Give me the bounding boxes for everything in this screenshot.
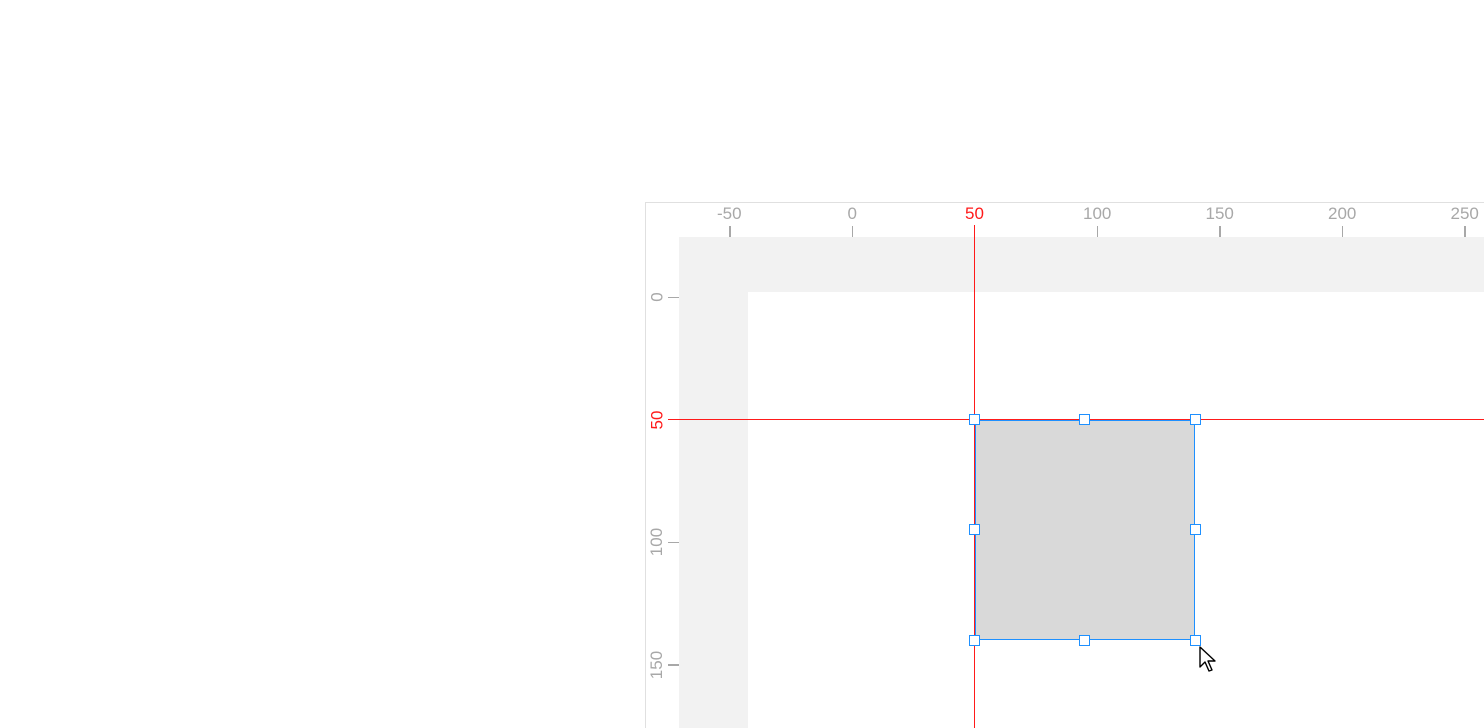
horizontal-ruler-label: 200 — [1328, 204, 1357, 223]
resize-handle-bottom-left[interactable] — [969, 634, 980, 646]
horizontal-ruler-label: -50 — [717, 204, 742, 223]
vertical-ruler-label: 100 — [647, 527, 667, 557]
vertical-ruler-label: 0 — [647, 292, 667, 302]
horizontal-ruler-label: 250 — [1450, 204, 1479, 223]
resize-handle-bottom-center[interactable] — [1079, 634, 1091, 646]
vertical-ruler-label: 50 — [646, 410, 666, 429]
horizontal-ruler-tick — [1341, 226, 1343, 237]
vertical-ruler-tick — [668, 296, 679, 298]
horizontal-ruler-tick — [1219, 226, 1221, 237]
horizontal-ruler-tick — [729, 226, 731, 237]
vertical-ruler-tick — [668, 664, 679, 666]
horizontal-ruler-tick — [1464, 226, 1466, 237]
horizontal-ruler-label: 100 — [1083, 204, 1112, 223]
selected-rectangle[interactable] — [974, 419, 1195, 640]
vertical-ruler-label: 150 — [647, 650, 667, 679]
resize-handle-middle-left[interactable] — [969, 524, 980, 536]
horizontal-ruler[interactable] — [645, 202, 1484, 238]
horizontal-ruler-tick — [1096, 226, 1098, 237]
resize-handle-top-center[interactable] — [1079, 414, 1091, 425]
mouse-cursor-icon — [1199, 646, 1216, 672]
horizontal-ruler-tick — [851, 226, 853, 237]
resize-handle-middle-right[interactable] — [1189, 524, 1201, 536]
horizontal-ruler-label: 150 — [1205, 204, 1234, 223]
vertical-ruler-tick — [668, 541, 679, 543]
horizontal-ruler-label: 0 — [847, 204, 857, 223]
horizontal-ruler-label: 50 — [965, 204, 984, 223]
resize-handle-top-right[interactable] — [1189, 414, 1201, 425]
resize-handle-bottom-right[interactable] — [1189, 634, 1201, 646]
resize-handle-top-left[interactable] — [969, 414, 980, 425]
